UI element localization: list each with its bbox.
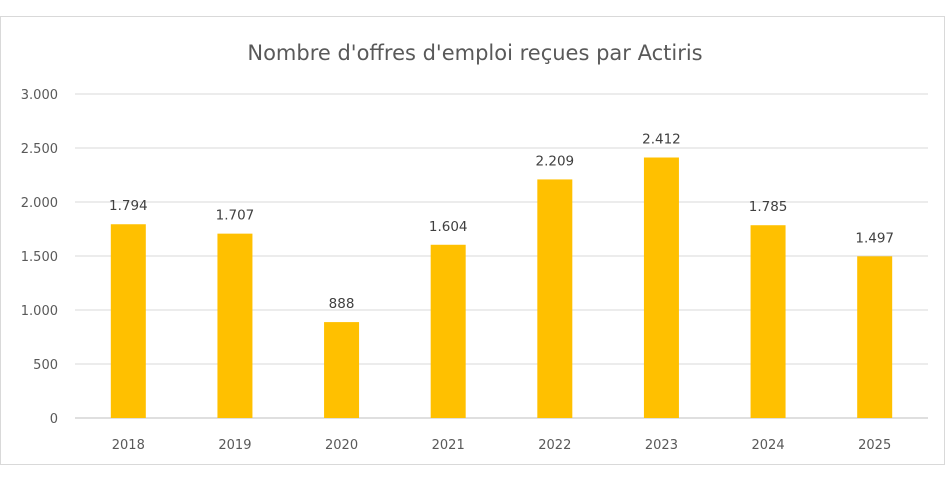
x-tick-label: 2018: [112, 438, 145, 453]
x-tick-label: 2021: [432, 438, 465, 453]
data-label-2019: 1.707: [216, 208, 255, 224]
y-tick-label: 2.000: [21, 196, 58, 211]
bar-2024: [750, 225, 786, 418]
data-labels: 1.794 1.707 888 1.604 2.209 2.412 1.785 1.497: [109, 132, 894, 313]
chart-frame: [0, 16, 945, 465]
chart-title: Nombre d'offres d'emploi reçues par Acti…: [247, 41, 702, 65]
gridlines: [75, 93, 928, 419]
bar-2021: [430, 244, 466, 418]
x-axis-ticks: 2018 2019 2020 2021 2022 2023 2024 2025: [112, 438, 891, 453]
x-tick-label: 2025: [858, 438, 891, 453]
data-label-2020: 888: [329, 296, 355, 312]
y-tick-label: 3.000: [21, 88, 58, 103]
bar-2019: [217, 233, 253, 418]
bars: [110, 157, 893, 418]
y-tick-label: 0: [50, 412, 58, 427]
data-label-2025: 1.497: [855, 230, 894, 246]
data-label-2018: 1.794: [109, 198, 148, 214]
data-label-2023: 2.412: [642, 132, 681, 148]
y-tick-label: 1.000: [21, 304, 58, 319]
y-tick-label: 1.500: [21, 250, 58, 265]
bar-2025: [857, 256, 893, 418]
data-label-2022: 2.209: [535, 153, 574, 169]
bar-2022: [537, 179, 573, 418]
x-tick-label: 2024: [752, 438, 785, 453]
bar-2020: [324, 322, 360, 418]
x-tick-label: 2020: [325, 438, 358, 453]
bar-2023: [643, 157, 679, 418]
y-tick-label: 500: [33, 358, 58, 373]
data-label-2021: 1.604: [429, 219, 468, 235]
y-axis-ticks: 0 500 1.000 1.500 2.000 2.500 3.000: [21, 88, 58, 427]
data-label-2024: 1.785: [749, 199, 788, 215]
y-tick-label: 2.500: [21, 142, 58, 157]
x-tick-label: 2023: [645, 438, 678, 453]
bar-2018: [110, 224, 146, 418]
x-tick-label: 2019: [218, 438, 251, 453]
x-tick-label: 2022: [538, 438, 571, 453]
